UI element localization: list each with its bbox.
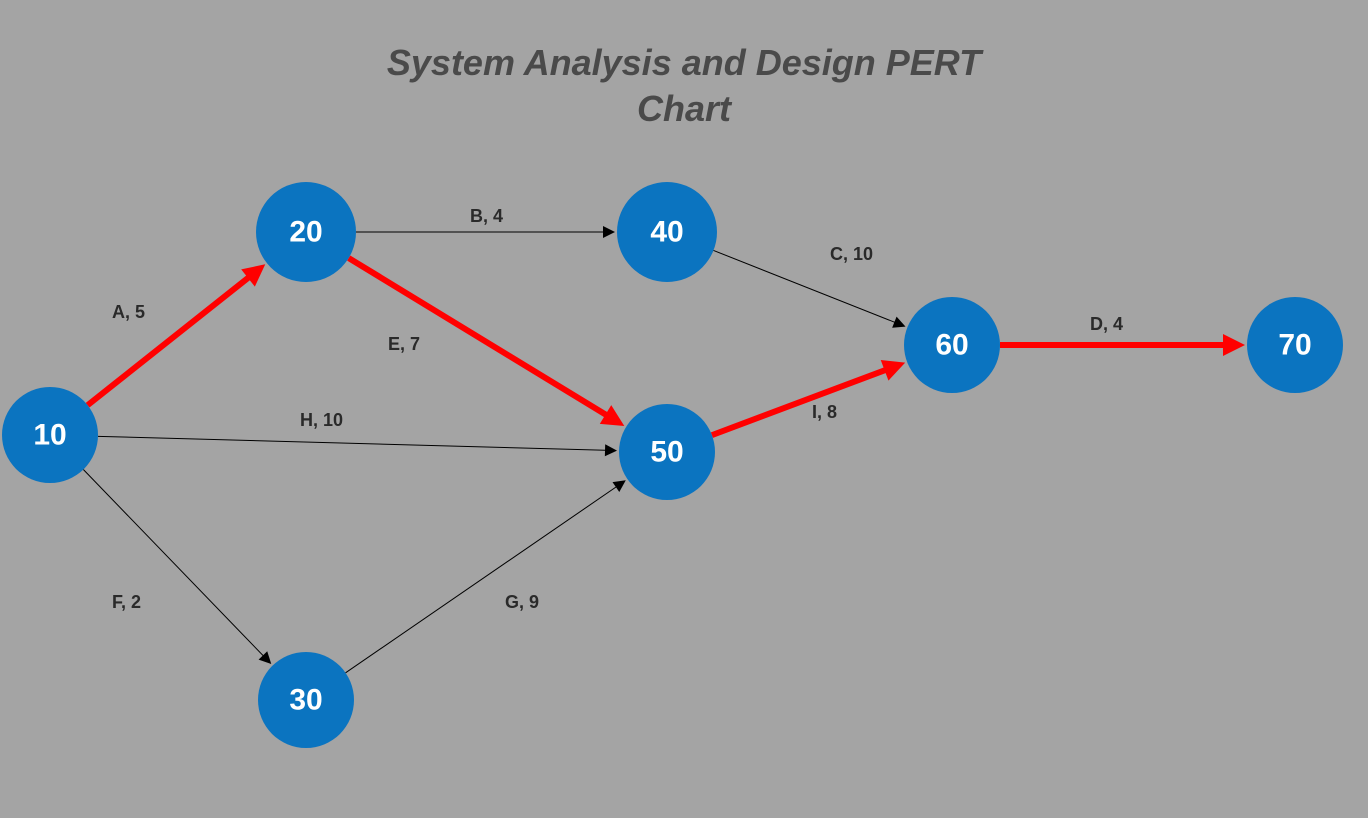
arrowhead-10-50 <box>605 444 617 456</box>
node-label-70: 70 <box>1278 329 1311 362</box>
chart-title-line2: Chart <box>0 88 1368 130</box>
edge-label-60-70: D, 4 <box>1090 314 1123 334</box>
edge-label-10-50: H, 10 <box>300 410 343 430</box>
node-label-50: 50 <box>650 436 683 469</box>
node-label-30: 30 <box>289 684 322 717</box>
node-label-20: 20 <box>289 216 322 249</box>
node-label-60: 60 <box>935 329 968 362</box>
edge-label-10-30: F, 2 <box>112 592 141 612</box>
arrowhead-30-50 <box>612 480 625 492</box>
node-label-40: 40 <box>650 216 683 249</box>
node-label-10: 10 <box>33 419 66 452</box>
edge-label-20-40: B, 4 <box>470 206 503 226</box>
edge-label-50-60: I, 8 <box>812 402 837 422</box>
edge-10-30 <box>83 470 266 659</box>
arrowhead-20-40 <box>603 226 615 238</box>
pert-canvas: A, 5 B, 4 C, 10 D, 4 E, 7 F, 2 G, 9 H, 10 I, 8 10… <box>0 0 1368 818</box>
edge-label-10-20: A, 5 <box>112 302 145 322</box>
edge-label-30-50: G, 9 <box>505 592 539 612</box>
edge-30-50 <box>346 484 620 672</box>
edge-50-60 <box>712 367 893 435</box>
edge-10-20 <box>88 273 255 406</box>
arrowhead-60-70 <box>1223 334 1245 356</box>
edge-10-50 <box>98 436 610 450</box>
edge-label-20-50: E, 7 <box>388 334 420 354</box>
edge-label-40-60: C, 10 <box>830 244 873 264</box>
chart-title-line1: System Analysis and Design PERT <box>0 42 1368 84</box>
